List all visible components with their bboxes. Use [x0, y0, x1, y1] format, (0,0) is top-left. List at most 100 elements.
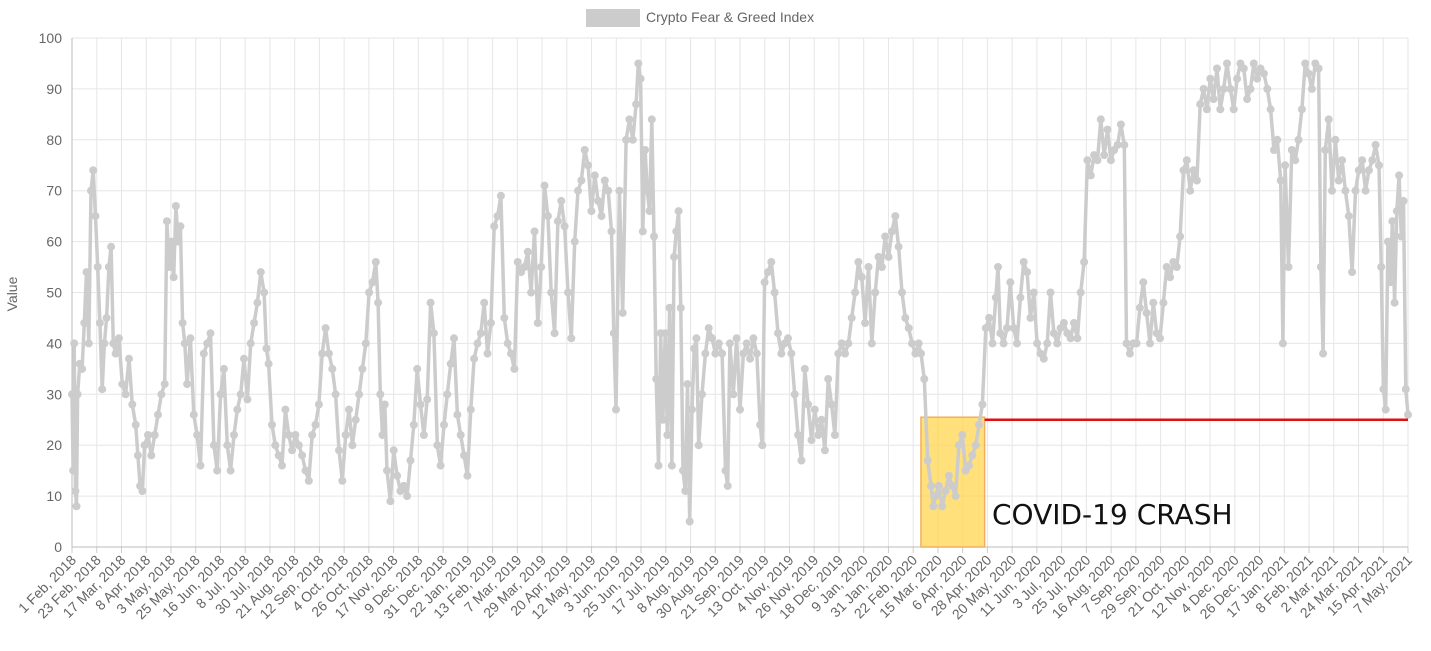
data-point — [1013, 339, 1021, 348]
y-tick-label: 100 — [39, 30, 63, 46]
data-point — [777, 349, 786, 358]
data-point — [600, 176, 609, 185]
data-point — [371, 258, 380, 266]
data-point — [638, 227, 647, 236]
data-point — [114, 334, 123, 343]
data-point — [1135, 303, 1144, 312]
data-point — [1392, 207, 1401, 216]
data-point — [1368, 156, 1377, 165]
data-point — [857, 273, 866, 282]
data-point — [226, 466, 235, 475]
data-point — [70, 339, 79, 348]
data-point — [486, 319, 495, 327]
data-point — [483, 349, 492, 358]
data-point — [1334, 176, 1343, 185]
data-point — [189, 410, 198, 419]
data-point — [550, 329, 559, 338]
data-point — [560, 222, 569, 231]
data-point — [1383, 237, 1392, 246]
data-point — [1390, 298, 1399, 307]
data-point — [121, 390, 130, 399]
data-point — [742, 339, 751, 348]
data-point — [867, 339, 876, 348]
data-point — [923, 456, 932, 465]
data-point — [1182, 156, 1191, 165]
data-point — [1316, 263, 1325, 271]
data-point — [1096, 115, 1105, 124]
data-point — [681, 487, 690, 495]
data-point — [904, 324, 913, 333]
data-point — [1209, 95, 1218, 104]
data-point — [1281, 161, 1290, 170]
data-point — [1166, 273, 1175, 282]
data-point — [376, 390, 385, 399]
data-point — [104, 263, 113, 271]
data-point — [994, 263, 1002, 271]
data-point — [676, 303, 685, 312]
data-point — [774, 329, 782, 338]
data-point — [419, 431, 428, 439]
data-point — [523, 247, 532, 256]
data-point — [1080, 258, 1089, 266]
data-point — [1314, 64, 1323, 73]
data-point — [78, 364, 87, 373]
data-point — [1122, 339, 1131, 348]
data-point — [433, 441, 442, 450]
data-point — [1358, 156, 1367, 165]
data-point — [1066, 334, 1075, 343]
data-point — [758, 441, 767, 450]
data-point — [1338, 156, 1347, 165]
data-point — [567, 334, 576, 343]
data-point — [685, 517, 694, 526]
data-point — [711, 349, 720, 358]
data-point — [490, 222, 499, 231]
data-point — [636, 74, 645, 83]
data-point — [1156, 334, 1164, 343]
data-point — [1086, 171, 1095, 180]
data-point — [1125, 349, 1134, 358]
data-point — [917, 349, 925, 358]
data-point — [1328, 186, 1336, 195]
y-tick-label: 90 — [46, 81, 62, 97]
data-point — [206, 329, 215, 338]
data-point — [87, 186, 95, 195]
data-point — [1266, 105, 1275, 114]
annotation-top-layer: COVID-19 CRASH — [984, 418, 1408, 531]
data-point — [543, 212, 552, 221]
data-point — [1053, 339, 1062, 348]
data-point — [622, 135, 631, 144]
data-point — [658, 415, 667, 424]
data-point — [233, 405, 242, 414]
data-point — [199, 349, 208, 358]
data-point — [361, 339, 370, 348]
data-point — [663, 431, 672, 439]
data-point — [165, 263, 174, 271]
data-point — [256, 268, 265, 277]
data-point — [1319, 349, 1328, 358]
data-point — [1009, 324, 1018, 333]
data-point — [473, 339, 482, 348]
data-point — [981, 324, 990, 333]
data-point — [216, 390, 225, 399]
data-point — [243, 395, 252, 404]
data-point — [597, 212, 606, 221]
legend[interactable]: Crypto Fear & Greed Index — [586, 9, 814, 27]
data-point — [844, 339, 853, 348]
data-point — [537, 263, 546, 271]
data-point — [1139, 278, 1148, 287]
data-point — [1341, 186, 1350, 195]
data-point — [824, 375, 833, 383]
y-tick-label: 80 — [46, 132, 62, 148]
data-point — [784, 334, 792, 343]
data-point — [318, 349, 327, 358]
data-point — [304, 476, 313, 485]
data-point — [160, 380, 169, 389]
y-tick-label: 30 — [46, 386, 62, 402]
data-point — [341, 431, 350, 439]
data-point — [507, 349, 515, 358]
data-point — [1026, 313, 1035, 322]
data-point — [1287, 146, 1296, 154]
data-point — [951, 492, 960, 501]
data-point — [898, 288, 906, 297]
